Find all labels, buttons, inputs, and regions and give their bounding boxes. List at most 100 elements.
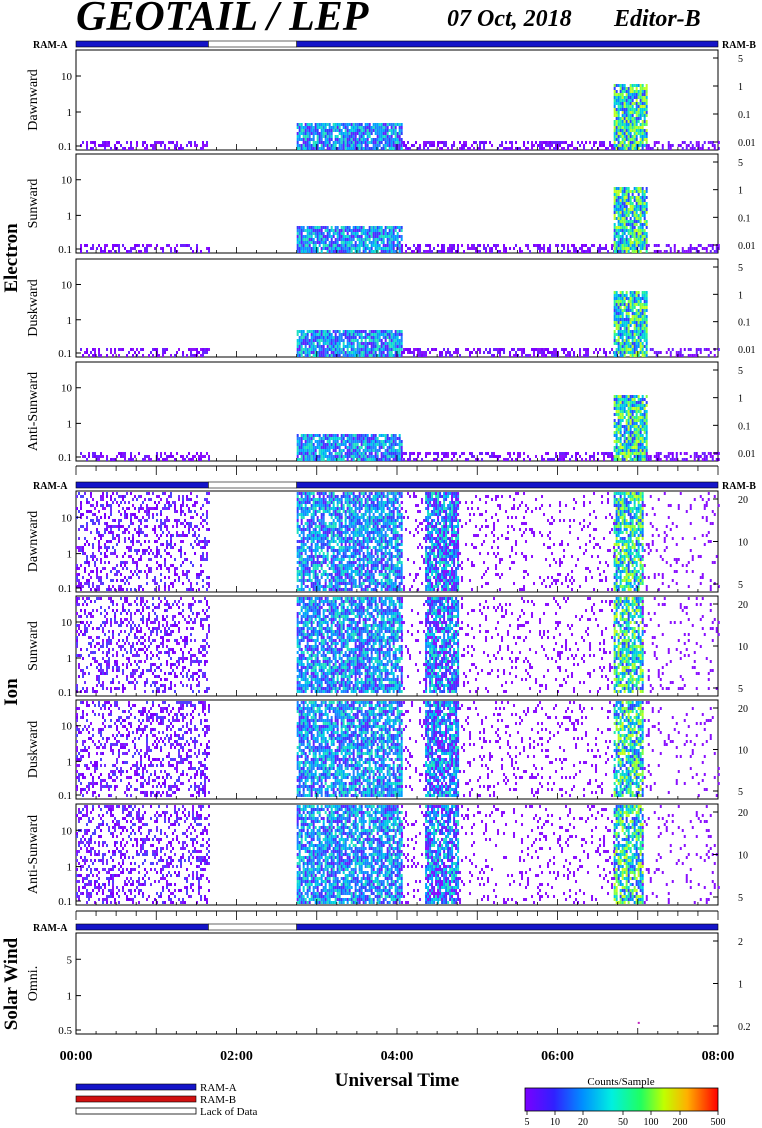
- right-tick-label: 0.1: [738, 110, 751, 121]
- colorbar: Counts/Sample 5 10 20 50 100 200 500: [525, 1076, 726, 1128]
- ram-bar-segment: [296, 481, 719, 489]
- left-tick-label: 1: [67, 315, 73, 327]
- left-tick-label: 1: [67, 653, 73, 665]
- legend-swatch-ram-a: [75, 1083, 197, 1091]
- chart-date: 07 Oct, 2018: [447, 6, 572, 32]
- left-tick-label: 0.1: [58, 244, 72, 256]
- group-label-ion: Ion: [1, 678, 22, 706]
- right-tick-label: 0.1: [738, 421, 751, 432]
- x-axis-title: Universal Time: [335, 1070, 459, 1091]
- right-tick-label: 10: [738, 851, 748, 862]
- x-tick-label: 02:00: [220, 1049, 253, 1064]
- panel-cells: [80, 84, 720, 150]
- right-tick-label: 10: [738, 538, 748, 549]
- right-tick-label: 10: [738, 642, 748, 653]
- panel-frame: [75, 932, 719, 1035]
- panel-cells: [76, 597, 720, 693]
- right-tick-label: 5: [738, 893, 743, 904]
- legend-swatch-lack: [75, 1107, 197, 1115]
- ram-a-label: RAM-A: [33, 40, 68, 51]
- left-tick-label: 10: [61, 721, 73, 733]
- ram-labels: RAM-A RAM-B RAM-A RAM-B RAM-A: [33, 40, 756, 934]
- left-tick-label: 10: [61, 825, 73, 837]
- panel-cells: [637, 1021, 640, 1024]
- left-tick-label: 0.1: [58, 141, 72, 153]
- panel-ion-anti-sunward: Anti-Sunward 10 1 0.1 20 10 5: [26, 803, 748, 908]
- ram-a-label: RAM-A: [33, 481, 68, 492]
- left-tick-label: 0.1: [58, 348, 72, 360]
- chart-title: GEOTAIL / LEP: [76, 0, 369, 40]
- right-tick-label: 5: [738, 263, 743, 274]
- left-tick-label: 1: [67, 418, 73, 430]
- panel-label: Sunward: [26, 179, 41, 229]
- right-tick-label: 5: [738, 54, 743, 65]
- right-tick-label: 5: [738, 580, 743, 591]
- panel-label: Omni.: [26, 966, 41, 1001]
- left-tick-label: 1: [67, 107, 73, 119]
- panel-ion-dawnward: Dawnward 10 1 0.1 20 10 5: [26, 490, 748, 595]
- panel-label: Duskward: [26, 279, 41, 337]
- x-tick-label: 06:00: [541, 1049, 574, 1064]
- panel-ion-sunward: Sunward 10 1 0.1 20 10 5: [26, 595, 748, 699]
- right-tick-label: 1: [738, 290, 743, 301]
- spectrogram-panels: Dawnward 10 1 0.1 5 1 0.1 0.01 Sunward 10 1 0.1 5 1 0.…: [26, 49, 756, 1037]
- ram-bar-segment: [208, 923, 297, 931]
- right-tick-label: 1: [738, 980, 743, 991]
- left-tick-label: 0.1: [58, 896, 72, 908]
- left-tick-label: 1: [67, 862, 73, 874]
- panel-cells: [80, 187, 720, 253]
- right-tick-label: 0.01: [738, 345, 756, 356]
- separator-tick-rows: [75, 465, 719, 920]
- x-tick-label: 04:00: [381, 1049, 414, 1064]
- colorbar-tick-label: 100: [644, 1117, 659, 1128]
- panel-electron-duskward: Duskward 10 1 0.1 5 1 0.1 0.01: [26, 258, 756, 360]
- panel-label: Sunward: [26, 621, 41, 671]
- left-tick-label: 10: [61, 175, 73, 187]
- right-tick-label: 20: [738, 808, 748, 819]
- panel-electron-anti-sunward: Anti-Sunward 10 1 0.1 5 1 0.1 0.01: [26, 361, 756, 464]
- panel-ion-duskward: Duskward 10 1 0.1 20 10 5: [26, 699, 748, 802]
- right-tick-label: 10: [738, 746, 748, 757]
- left-tick-label: 5: [67, 954, 73, 966]
- panel-frame: [75, 361, 719, 462]
- right-tick-label: 20: [738, 600, 748, 611]
- ram-bar-segment: [75, 481, 209, 489]
- panel-label: Anti-Sunward: [26, 372, 41, 451]
- right-tick-label: 1: [738, 82, 743, 93]
- colorbar-tick-label: 50: [618, 1117, 628, 1128]
- left-tick-label: 1: [67, 549, 73, 561]
- left-tick-label: 10: [61, 512, 73, 524]
- colorbar-tick-label: 20: [578, 1117, 588, 1128]
- ram-bar-segment: [75, 923, 209, 931]
- colorbar-tick-label: 5: [525, 1117, 530, 1128]
- colorbar-tick-label: 10: [550, 1117, 560, 1128]
- x-axis: 00:00 02:00 04:00 06:00 08:00: [60, 1049, 735, 1064]
- ram-bar-segment: [296, 923, 719, 931]
- legend-label-lack: Lack of Data: [200, 1106, 258, 1118]
- panel-cells: [76, 805, 720, 904]
- x-tick-label: 08:00: [702, 1049, 735, 1064]
- panel-label: Dawnward: [26, 69, 41, 130]
- panel-cells: [80, 291, 720, 357]
- right-tick-label: 1: [738, 394, 743, 405]
- left-tick-label: 1: [67, 756, 73, 768]
- group-label-electron: Electron: [1, 223, 22, 293]
- colorbar-ticks: 5 10 20 50 100 200 500: [525, 1111, 726, 1128]
- panel-label: Anti-Sunward: [26, 815, 41, 894]
- ram-bars: [75, 40, 719, 931]
- right-tick-label: 0.2: [738, 1022, 751, 1033]
- legend-swatch-ram-b: [75, 1095, 197, 1103]
- panel-cells: [76, 492, 720, 591]
- x-tick-label: 00:00: [60, 1049, 93, 1064]
- right-tick-label: 0.01: [738, 138, 756, 149]
- right-tick-label: 5: [738, 787, 743, 798]
- legend-label-ram-b: RAM-B: [200, 1094, 236, 1106]
- colorbar-title: Counts/Sample: [587, 1076, 654, 1088]
- colorbar-tick-label: 200: [673, 1117, 688, 1128]
- panel-solar-wind-omni-: Omni. 5 1 0.5 2 1 0.2: [26, 932, 751, 1037]
- panel-electron-dawnward: Dawnward 10 1 0.1 5 1 0.1 0.01: [26, 49, 756, 153]
- left-tick-label: 1: [67, 210, 73, 222]
- colorbar-gradient: [524, 1087, 719, 1112]
- left-tick-label: 10: [61, 71, 73, 83]
